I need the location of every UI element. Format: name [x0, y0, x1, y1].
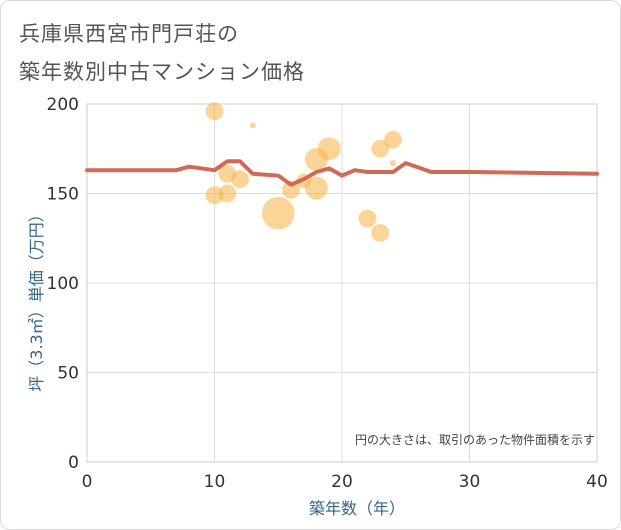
- data-bubble: [218, 184, 237, 203]
- y-tick-label: 100: [47, 274, 79, 294]
- x-tick-label: 40: [586, 472, 608, 492]
- data-bubble: [384, 130, 402, 149]
- x-tick-label: 20: [331, 472, 353, 492]
- y-axis-label: 坪（3.3㎡）単価（万円）: [27, 206, 46, 391]
- data-bubble: [282, 181, 300, 199]
- y-tick-label: 0: [68, 453, 79, 473]
- data-bubble: [358, 209, 377, 228]
- data-bubble: [205, 102, 224, 121]
- data-bubble: [261, 196, 295, 230]
- data-bubble: [371, 139, 390, 158]
- data-bubble: [317, 137, 341, 161]
- bubble-size-note: 円の大きさは、取引のあった物件面積を示す: [355, 432, 595, 447]
- plot-area: [86, 103, 598, 463]
- chart-title-line1: 兵庫県西宮市門戸荘の: [19, 22, 239, 46]
- data-bubble: [249, 122, 256, 129]
- y-tick-label: 150: [47, 185, 79, 205]
- data-bubble: [305, 176, 328, 200]
- grid: [86, 103, 598, 463]
- y-tick-label: 200: [47, 95, 79, 115]
- x-tick-label: 0: [82, 472, 93, 492]
- x-tick-label: 10: [204, 472, 226, 492]
- x-tick-label: 30: [459, 472, 481, 492]
- average-line-group: [85, 159, 599, 187]
- average-price-line: [85, 159, 599, 187]
- tick-labels: 0 10 20 30 40 0 50 100 150 200: [47, 95, 608, 492]
- bubbles: [205, 102, 402, 242]
- data-bubble: [390, 160, 396, 167]
- y-tick-label: 50: [57, 364, 79, 384]
- chart-title-line2: 築年数別中古マンション価格: [19, 60, 305, 84]
- data-bubble: [231, 170, 249, 189]
- data-bubble: [371, 223, 390, 242]
- x-axis-label: 築年数（年）: [309, 499, 405, 518]
